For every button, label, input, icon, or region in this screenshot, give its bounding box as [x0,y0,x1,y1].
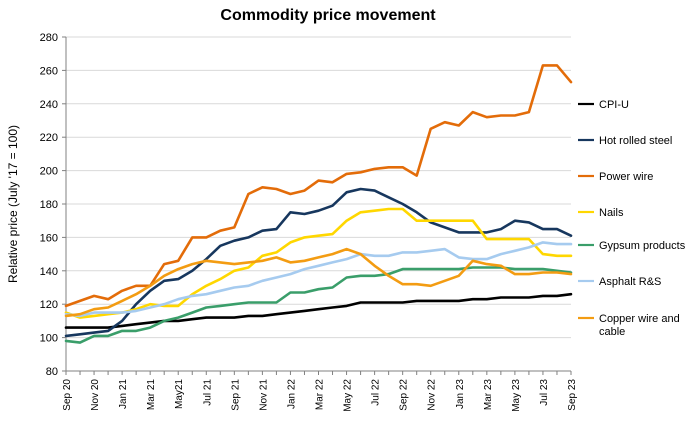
legend-item-3: Nails [578,207,624,219]
series-line-0 [64,292,573,329]
y-tick-label: 220 [40,132,58,144]
legend-item-0: CPI-U [578,99,629,111]
x-tick-label: May 23 [511,379,522,412]
y-tick-label: 80 [46,366,58,378]
legend-label: Hot rolled steel [599,135,672,147]
legend-label: CPI-U [599,99,629,111]
x-tick-label: May 22 [343,379,354,412]
x-tick-label: Jan 22 [286,379,297,409]
legend-label: Power wire [599,171,653,183]
y-tick-label: 140 [40,266,58,278]
x-axis-ticks: Sep 20 Nov 20 Jan 21 Mar 21 May21 Jul 21 Sep 2… [62,379,578,412]
y-axis-ticks: 80 100 120 140 160 180 200 220 240 260 280 [40,32,58,378]
x-tick-label: Jul 21 [202,379,213,406]
x-tick-label: Nov 20 [90,379,101,411]
x-tick-label: Mar 23 [483,379,494,411]
legend-item-6: Copper wire and cable [578,313,680,338]
legend-label: Asphalt R&S [599,276,661,288]
x-tick-label: Mar 22 [315,379,326,411]
y-tick-label: 160 [40,232,58,244]
x-tick-label: Sep 22 [399,379,410,411]
series-line-4 [64,266,573,344]
y-tick-label: 280 [40,32,58,44]
series-line-2 [64,64,573,308]
series-lines [64,64,573,344]
x-tick-label: Jan 21 [118,379,129,409]
series-line-3 [64,207,573,319]
y-tick-label: 100 [40,333,58,345]
legend-item-5: Asphalt R&S [578,276,661,288]
x-tick-label: Sep 21 [230,379,241,411]
x-tick-label: May21 [174,379,185,409]
x-tick-label: Nov 22 [427,379,438,411]
y-tick-label: 120 [40,299,58,311]
y-axis-label: Relative price (July '17 = 100) [6,125,20,283]
legend: CPI-U Hot rolled steel Power wire Nails Gyps… [578,99,686,338]
series-line-1 [64,187,573,338]
x-tick-label: Jan 23 [455,379,466,409]
y-tick-label: 240 [40,99,58,111]
y-tick-label: 260 [40,65,58,77]
x-tick-label: Mar 21 [146,379,157,411]
legend-label: Gypsum products [599,240,686,252]
gridlines [66,36,571,339]
legend-item-2: Power wire [578,171,653,183]
x-tick-label: Sep 20 [62,379,73,411]
x-tick-label: Jul 23 [539,379,550,406]
series-line-5 [64,241,573,318]
series-line-6 [64,247,573,318]
legend-label: Nails [599,207,624,219]
x-tick-label: Jul 22 [371,379,382,406]
chart-title: Commodity price movement [220,7,436,24]
x-tick-label: Nov 21 [258,379,269,411]
y-tick-label: 200 [40,166,58,178]
x-tick-label: Sep 23 [567,379,578,411]
legend-label: Copper wire and cable [599,313,680,338]
legend-item-1: Hot rolled steel [578,135,672,147]
y-tick-label: 180 [40,199,58,211]
legend-item-4: Gypsum products [578,240,686,252]
